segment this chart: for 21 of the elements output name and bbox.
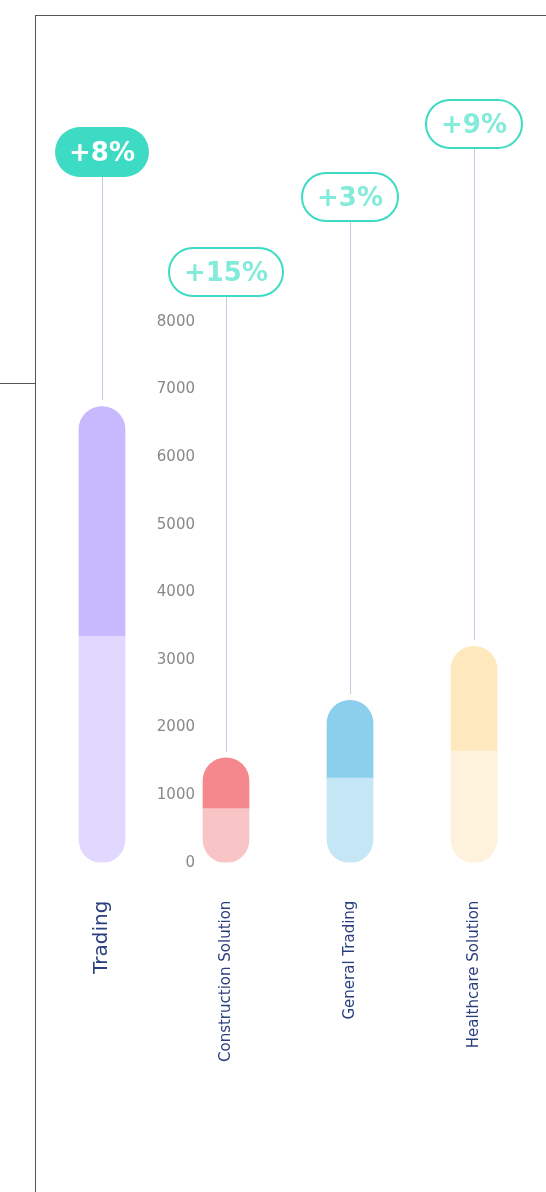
bar [326, 777, 374, 863]
y-tick-label: 6000 [156, 447, 195, 466]
x-tick-label: Trading [88, 900, 113, 976]
callout: +9% [414, 99, 534, 641]
bar [450, 646, 498, 752]
y-tick-label: 8000 [156, 311, 195, 330]
x-tick-label: General Trading [339, 900, 358, 1020]
y-tick-label: 0 [185, 852, 195, 871]
y-tick-label: 1000 [156, 784, 195, 803]
y-tick-label: 7000 [156, 379, 195, 398]
x-tick-label: Healthcare Solution [463, 900, 482, 1049]
y-tick-label: 3000 [156, 649, 195, 668]
y-tick-label: 5000 [156, 514, 195, 533]
callout: +3% [290, 172, 410, 695]
x-tick-label: Construction Solution [215, 900, 234, 1063]
bar [78, 635, 126, 863]
y-tick-label: 4000 [156, 582, 195, 601]
bar [78, 406, 126, 637]
y-tick-label: 2000 [156, 717, 195, 736]
bar [326, 700, 374, 779]
bar [450, 750, 498, 863]
